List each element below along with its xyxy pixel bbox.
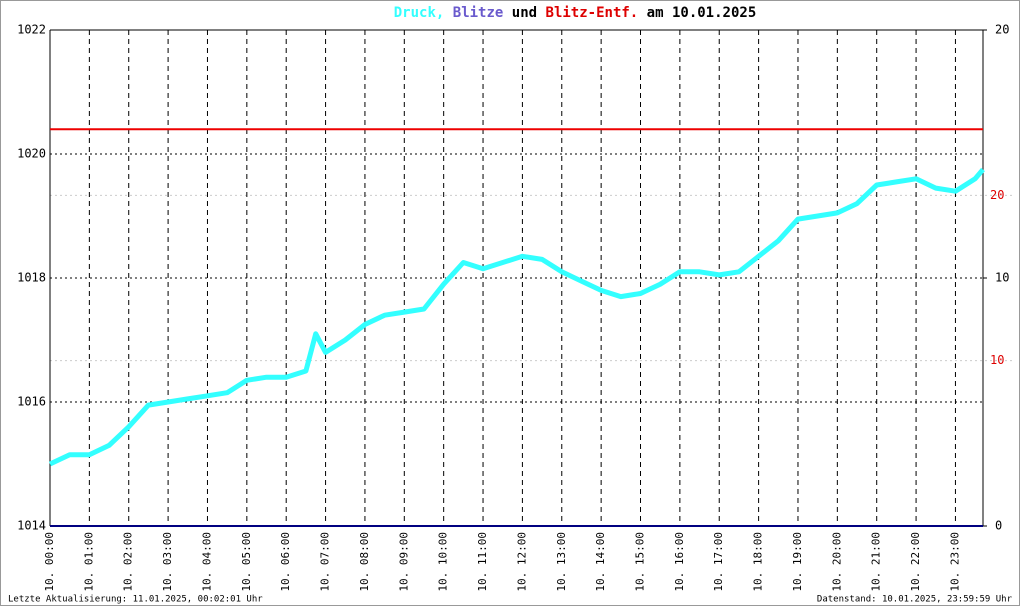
x-tick-label: 10. 07:00 xyxy=(319,532,332,592)
x-tick-label: 10. 12:00 xyxy=(515,532,528,592)
x-tick-label: 10. 00:00 xyxy=(43,532,56,592)
x-tick-label: 10. 11:00 xyxy=(476,532,489,592)
x-tick-label: 10. 23:00 xyxy=(948,532,961,592)
y-tick-label: 1016 xyxy=(17,395,46,409)
y3-tick-label: 10 xyxy=(990,353,1004,367)
chart-title: Druck, Blitze und Blitz-Entf. am 10.01.2… xyxy=(394,5,757,21)
x-tick-label: 10. 01:00 xyxy=(82,532,95,592)
title-part: Blitze xyxy=(453,5,504,21)
y-tick-label: 1018 xyxy=(17,271,46,285)
x-tick-label: 10. 10:00 xyxy=(437,532,450,592)
x-tick-label: 10. 22:00 xyxy=(909,532,922,592)
y-tick-label: 1014 xyxy=(17,519,46,533)
y3-tick-label: 20 xyxy=(990,188,1004,202)
y2-tick-label: 0 xyxy=(995,519,1002,533)
footer-left: Letzte Aktualisierung: 11.01.2025, 00:02… xyxy=(8,595,263,605)
x-tick-label: 10. 17:00 xyxy=(712,532,725,592)
x-tick-label: 10. 15:00 xyxy=(634,532,647,592)
y2-tick-label: 20 xyxy=(995,23,1009,37)
y-tick-label: 1020 xyxy=(17,147,46,161)
series-line xyxy=(48,167,985,467)
y2-tick-label: 10 xyxy=(995,271,1009,285)
x-tick-label: 10. 08:00 xyxy=(358,532,371,592)
y-tick-label: 1022 xyxy=(17,23,46,37)
x-tick-label: 10. 21:00 xyxy=(870,532,883,592)
title-part: Druck, xyxy=(394,5,445,21)
x-tick-label: 10. 05:00 xyxy=(240,532,253,592)
x-tick-label: 10. 06:00 xyxy=(279,532,292,592)
x-tick-label: 10. 14:00 xyxy=(594,532,607,592)
x-tick-label: 10. 02:00 xyxy=(122,532,135,592)
x-tick-label: 10. 20:00 xyxy=(830,532,843,592)
x-tick-label: 10. 16:00 xyxy=(673,532,686,592)
x-tick-label: 10. 18:00 xyxy=(752,532,765,592)
x-tick-label: 10. 19:00 xyxy=(791,532,804,592)
footer-right: Datenstand: 10.01.2025, 23:59:59 Uhr xyxy=(817,595,1013,605)
title-part: und xyxy=(512,5,537,21)
title-part: Blitz-Entf. xyxy=(546,5,639,21)
x-tick-label: 10. 13:00 xyxy=(555,532,568,592)
x-tick-label: 10. 09:00 xyxy=(397,532,410,592)
x-tick-label: 10. 03:00 xyxy=(161,532,174,592)
x-tick-label: 10. 04:00 xyxy=(200,532,213,592)
title-part: am 10.01.2025 xyxy=(647,5,757,21)
